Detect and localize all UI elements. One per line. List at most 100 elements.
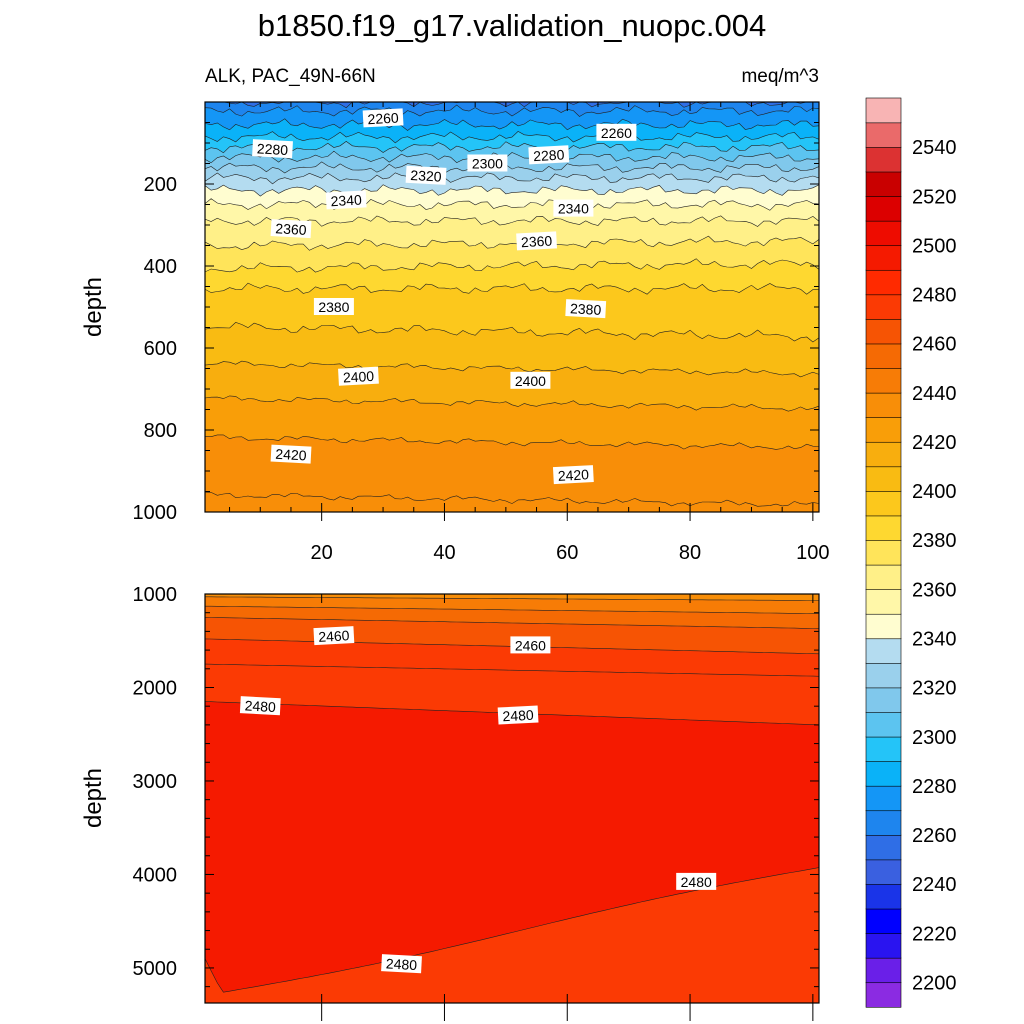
contour-line-2430	[205, 596, 819, 601]
contour-line-2340	[205, 198, 819, 211]
contour-label-text: 2300	[472, 156, 503, 172]
contour-label-box	[676, 872, 717, 890]
colorbar-box	[865, 195, 902, 222]
colorbar-label: 2260	[912, 825, 957, 847]
units-label: meq/m^3	[741, 66, 819, 87]
contour-line-2380	[205, 282, 819, 295]
contour-label-text: 2400	[515, 373, 546, 389]
contour-label-text: 2480	[386, 955, 418, 973]
colorbar-label: 2360	[912, 579, 957, 601]
colorbar-box	[865, 859, 902, 885]
colorbar-box	[865, 515, 902, 541]
contour-line-2470	[205, 663, 819, 677]
contour-line-2260	[205, 104, 819, 117]
contour-label-text: 2460	[515, 637, 546, 653]
colorbar-box	[865, 638, 902, 664]
x-tick-label: 100	[796, 542, 829, 564]
contour-label-text: 2320	[410, 167, 442, 185]
contour-label: 2280	[252, 139, 293, 159]
contour-label-box	[528, 145, 570, 165]
contour-label-box	[510, 636, 551, 654]
y-tick-label: 2000	[133, 677, 178, 699]
colorbar-box	[865, 908, 902, 934]
contour-line-2370	[205, 258, 819, 273]
top-ylabel: depth	[80, 277, 107, 337]
y-tick-label: 1000	[133, 502, 178, 524]
contour-label-box	[497, 705, 539, 725]
contour-line-2360	[205, 235, 819, 251]
top-panel-contour-labels: 2260 2260 2280 2280 2300 2320 2340 2340 2360 2360…	[252, 108, 637, 485]
contour-line-2450	[205, 617, 819, 629]
y-tick-label: 5000	[133, 958, 178, 980]
colorbar-box	[865, 269, 902, 296]
contour-line-2280	[205, 131, 819, 144]
x-tick-label: 40	[433, 542, 455, 564]
contour-label: 2480	[497, 705, 539, 725]
contour-label: 2360	[270, 219, 312, 239]
x-tick-label: 60	[556, 542, 578, 564]
colorbar-box	[865, 564, 902, 590]
contour-band-2430	[205, 594, 819, 601]
colorbar-box	[865, 589, 902, 615]
y-tick-label: 200	[144, 174, 177, 196]
contour-line-2310	[205, 161, 819, 174]
contour-label-text: 2480	[244, 697, 276, 715]
colorbar-box	[865, 711, 902, 738]
colorbar-box	[865, 220, 902, 247]
contour-label-text: 2280	[257, 140, 289, 158]
contour-label: 2360	[516, 231, 557, 251]
contour-line-2350	[205, 215, 819, 227]
colorbar-box	[865, 441, 902, 468]
contour-label: 2460	[510, 636, 551, 654]
contour-label-box	[467, 154, 508, 172]
contour-label-box	[338, 366, 379, 386]
contour-label-text: 2360	[275, 220, 307, 238]
colorbar-box	[865, 761, 902, 787]
contour-label: 2480	[239, 696, 281, 716]
contour-line-2300	[205, 150, 819, 164]
contour-line-2420	[205, 434, 819, 450]
y-tick-label: 1000	[133, 584, 178, 606]
bottom-panel-contour-labels: 2460 2460 2480 2480 2480 2480	[239, 626, 717, 974]
colorbar-box	[865, 982, 902, 1008]
contour-label: 2380	[565, 299, 607, 319]
contour-label-box	[596, 123, 637, 141]
colorbar-box	[865, 146, 902, 173]
colorbar-box	[865, 343, 902, 369]
colorbar-box	[865, 539, 902, 566]
colorbar-label: 2500	[912, 235, 957, 257]
contour-label-box	[362, 108, 404, 128]
contour-label: 2400	[338, 366, 379, 386]
contour-label-box	[565, 299, 607, 319]
contour-label: 2400	[510, 371, 551, 389]
contour-label: 2300	[467, 154, 508, 172]
colorbar-label: 2380	[912, 530, 957, 552]
contour-label: 2320	[405, 165, 447, 185]
contour-label: 2420	[552, 465, 594, 485]
colorbar-label: 2200	[912, 972, 957, 994]
colorbar-label: 2460	[912, 334, 957, 356]
colorbar-label: 2400	[912, 481, 957, 503]
bottom-panel-fill	[205, 594, 819, 1003]
y-tick-label: 400	[144, 256, 177, 278]
colorbar-box	[865, 245, 902, 271]
figure-title: b1850.f19_g17.validation_nuopc.004	[258, 8, 767, 43]
colorbar-box	[865, 490, 902, 517]
colorbar-box	[865, 417, 902, 443]
contour-label: 2260	[362, 108, 404, 128]
colorbar-box	[865, 318, 902, 345]
colorbar-box	[865, 662, 902, 689]
colorbar-label: 2280	[912, 776, 957, 798]
contour-line-2250	[205, 102, 819, 109]
contour-label: 2260	[596, 123, 637, 141]
contour-label-box	[270, 444, 312, 464]
colorbar-box	[865, 613, 902, 640]
contour-line-2330	[205, 184, 819, 197]
bottom-ylabel: depth	[80, 768, 107, 828]
contour-label-text: 2380	[570, 300, 602, 318]
colorbar-label: 2440	[912, 383, 957, 405]
contour-label: 2340	[325, 190, 367, 210]
contour-label-box	[313, 298, 354, 315]
colorbar-box	[865, 122, 902, 148]
